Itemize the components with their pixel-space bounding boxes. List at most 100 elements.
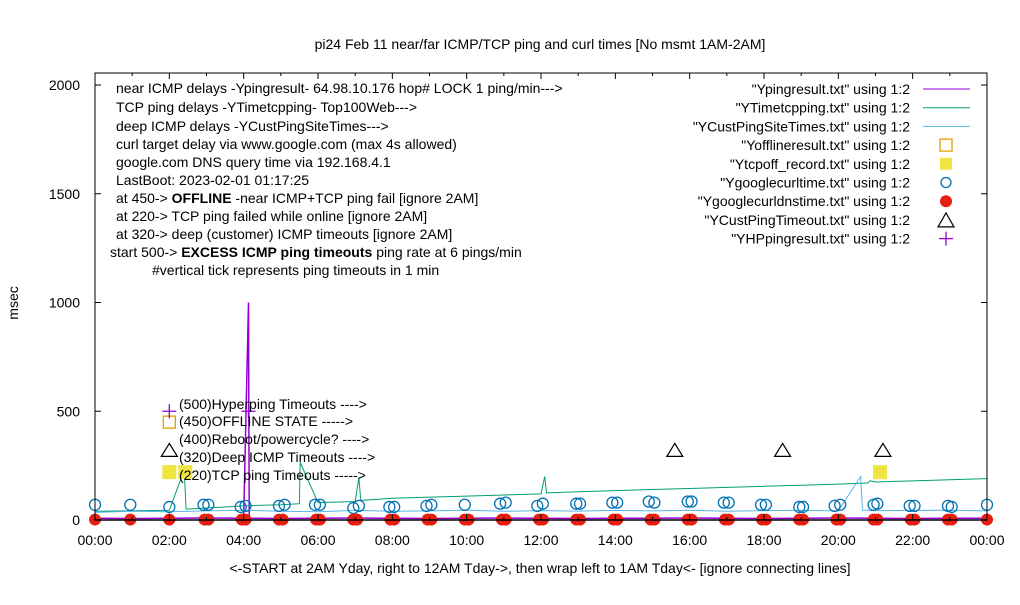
curltime-point [642,495,655,508]
curltime-point [759,498,773,511]
curltime-point [163,500,176,514]
annotation-line: at 320-> deep (customer) ICMP timeouts [… [116,226,452,242]
legend-filled-square-icon [940,157,952,170]
x-tick-label: 00:00 [969,532,1004,548]
curltime-point [234,500,247,514]
legend-label: "YCustPingTimeout.txt" using 1:2 [704,212,910,228]
annotation-post: -near ICMP+TCP ping fail [ignore 2AM] [232,190,479,206]
curltime-point [722,496,735,509]
x-tick-label: 18:00 [746,532,781,548]
annotation-line: at 220-> TCP ping failed while online [i… [116,208,427,224]
tcpoff-point [162,465,177,480]
curltime-point [499,496,512,509]
annotation-line: at 450-> OFFLINE -near ICMP+TCP ping fai… [116,190,478,206]
chart-title: pi24 Feb 11 near/far ICMP/TCP ping and c… [315,36,766,52]
curltime-point [531,499,544,513]
curltime-point [834,498,847,511]
curltime-point [383,500,396,514]
annotation-line: TCP ping delays -YTimetcpping- Top100Web… [116,99,417,115]
curltime-point [681,495,694,508]
legend-label: "YCustPingSiteTimes.txt" using 1:2 [693,118,910,134]
curltime-point [239,499,252,513]
curltime-point [536,497,550,510]
curltime-point [908,499,921,513]
x-tick-label: 04:00 [226,532,261,548]
annotation-pre: start 500-> [110,244,181,260]
level-label: (220)TCP ping Timeouts -----> [179,467,366,483]
annotation-line: curl target delay via www.google.com (ma… [116,136,457,152]
y-tick-label: 500 [57,403,81,419]
curltime-point [278,498,291,511]
curltime-point [202,498,215,511]
level-label: (400)Reboot/powercycle? ----> [179,431,369,447]
series-line-1 [94,462,988,512]
legend-label: "Ytcpoff_record.txt" using 1:2 [730,156,910,172]
curltime-point [272,499,286,513]
curltime-point [570,497,583,510]
curltime-point [420,499,433,513]
legend-open-circle-icon [940,176,952,189]
annotation-line: #vertical tick represents ping timeouts … [152,262,439,278]
curltime-point [796,500,810,514]
annotation-line: start 500-> EXCESS ICMP ping timeouts pi… [110,244,522,260]
level-label: (320)Deep ICMP Timeouts ----> [179,449,375,465]
curltime-point [611,496,624,509]
y-tick-label: 2000 [49,77,80,93]
y-axis-label: msec [5,286,21,319]
tcpoff-point [872,465,887,480]
annotation-line: google.com DNS query time via 192.168.4.… [116,154,391,170]
curltime-point [313,498,327,511]
y-tick-label: 1500 [49,186,80,202]
curltime-point [425,498,438,511]
series-line-2 [94,474,988,513]
annotation-line: LastBoot: 2023-02-01 01:17:25 [116,172,309,188]
series-line-0 [94,302,987,520]
curltime-point [717,496,731,509]
curltime-point [347,501,360,515]
x-tick-label: 08:00 [375,532,410,548]
curltime-point [793,500,806,514]
curltime-point [493,497,507,510]
legend-label: "Ygooglecurldnstime.txt" using 1:2 [698,193,910,209]
curltime-point [648,496,661,509]
x-axis-label: <-START at 2AM Yday, right to 12AM Tday-… [229,560,850,576]
curltime-point [458,498,471,511]
legend-label: "YTimetcpping.txt" using 1:2 [736,100,911,116]
custping-timeout-point [160,442,179,457]
curltime-point [754,498,768,511]
curltime-point [945,500,958,514]
curltime-point [124,498,137,511]
annotation-line: near ICMP delays -Ypingresult- 64.98.10.… [116,80,563,96]
custping-timeout-point [773,442,792,457]
legend-plus-icon [939,231,953,246]
y-tick-label: 0 [72,512,80,528]
curltime-point [828,499,841,513]
x-tick-label: 06:00 [300,532,335,548]
legend-filled-circle-icon [940,195,952,208]
x-tick-label: 02:00 [152,532,187,548]
level-label: (500)Hyperping Timeouts ----> [179,396,367,412]
custping-timeout-point [873,442,893,457]
hpping-point [241,404,256,419]
legend-label: "Yofflineresult.txt" using 1:2 [741,137,910,153]
annotation-post: ping rate at 6 pings/min [372,244,521,260]
x-tick-label: 10:00 [449,532,484,548]
curltime-point [308,498,322,511]
hpping-point [162,404,177,419]
x-tick-label: 00:00 [77,532,112,548]
annotation-bold: OFFLINE [172,190,232,206]
legend-open-square-icon [939,138,953,152]
x-tick-label: 22:00 [895,532,930,548]
curltime-point [871,497,884,510]
legend-triangle-icon [936,211,956,228]
custping-timeout-point [665,442,684,457]
y-tick-label: 1000 [49,295,80,311]
curltime-point [388,500,401,514]
level-label: (450)OFFLINE STATE -----> [179,413,353,429]
annotation-pre: at 450-> [116,190,172,206]
curltime-point [197,498,210,511]
legend-label: "Ygooglecurltime.txt" using 1:2 [720,175,910,191]
x-tick-label: 20:00 [821,532,856,548]
